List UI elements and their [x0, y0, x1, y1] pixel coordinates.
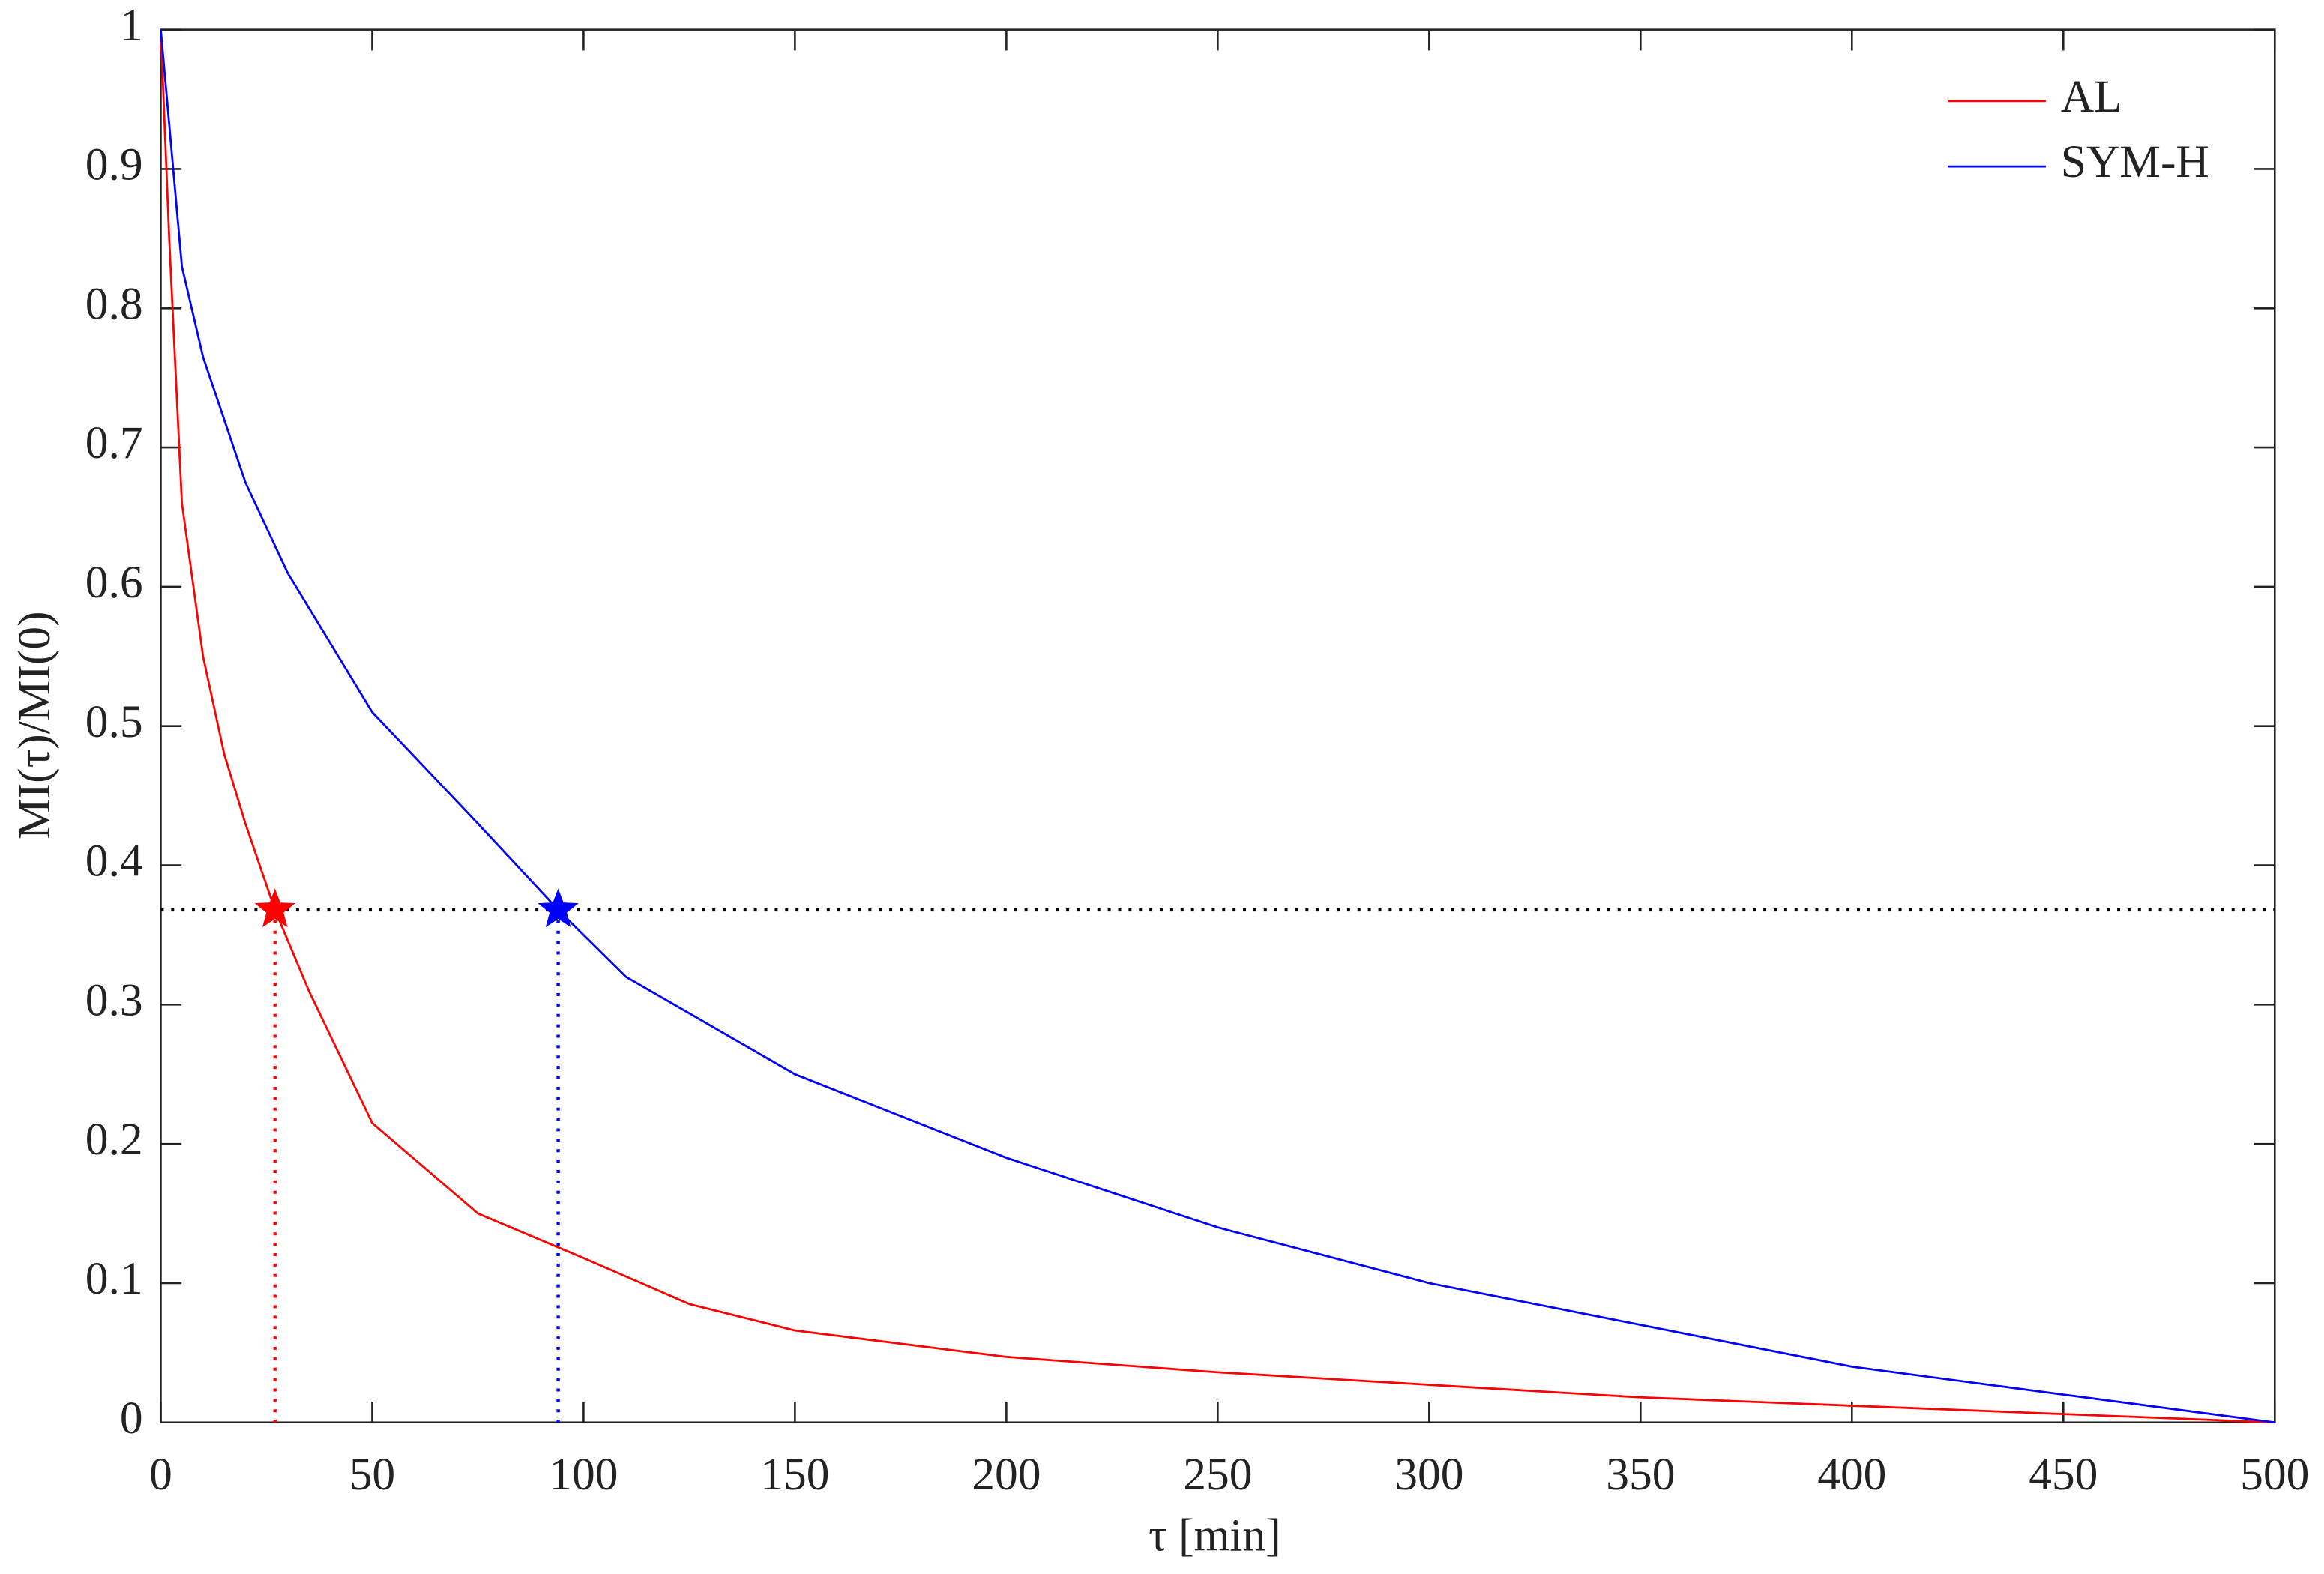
x-tick-label: 150 [760, 1449, 829, 1500]
x-tick-label: 200 [972, 1449, 1041, 1500]
line-1 [160, 29, 2275, 1424]
x-tick-label: 450 [2029, 1449, 2098, 1500]
y-tick-label: 0.6 [85, 557, 143, 608]
y-tick-label: 1 [120, 0, 143, 51]
x-tick-label: 400 [1817, 1449, 1886, 1500]
x-tick-label: 350 [1606, 1449, 1675, 1500]
x-tick-label: 300 [1394, 1449, 1463, 1500]
x-tick-label: 0 [149, 1449, 172, 1500]
y-axis-label: MI(τ)/MI(0) [9, 611, 60, 839]
legend-label: AL [2061, 71, 2122, 122]
x-tick-label: 500 [2240, 1449, 2309, 1500]
y-tick-label: 0.3 [85, 974, 143, 1025]
star-marker [538, 888, 579, 928]
x-axis-label: τ [min] [1149, 1510, 1281, 1561]
y-tick-label: 0 [120, 1393, 143, 1444]
y-tick-label: 0.1 [85, 1253, 143, 1304]
x-tick-label: 250 [1183, 1449, 1252, 1500]
y-tick-label: 0.2 [85, 1114, 143, 1165]
y-tick-label: 0.4 [85, 836, 143, 887]
x-tick-label: 100 [549, 1449, 618, 1500]
star-marker [254, 888, 295, 928]
y-tick-label: 0.5 [85, 696, 143, 747]
line-0 [160, 29, 2275, 1424]
legend-label: SYM-H [2061, 136, 2209, 187]
x-tick-label: 50 [349, 1449, 395, 1500]
y-tick-label: 0.7 [85, 417, 143, 468]
y-tick-label: 0.9 [85, 139, 143, 190]
y-tick-label: 0.8 [85, 278, 143, 329]
